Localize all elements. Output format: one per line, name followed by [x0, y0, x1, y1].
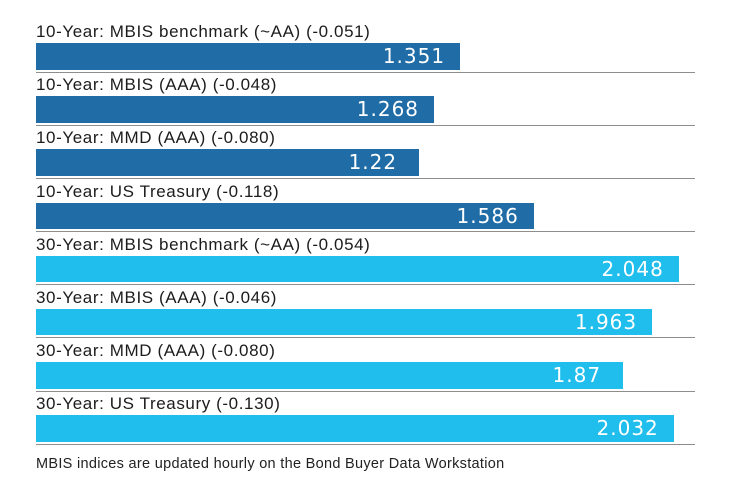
row-separator	[36, 124, 695, 126]
bar-row: 30-Year: MMD (AAA) (-0.080) 1.87	[36, 340, 695, 393]
bar-category-label: 10-Year: MMD (AAA) (-0.080)	[36, 128, 276, 148]
bar-track: 1.87	[36, 362, 695, 389]
bar-value-label: 1.351	[382, 44, 446, 68]
bar-track: 1.586	[36, 202, 695, 230]
row-separator	[36, 177, 695, 179]
bar: 1.586	[36, 202, 534, 230]
row-separator	[36, 284, 695, 286]
bar-chart: 10-Year: MBIS benchmark (~AA) (-0.051) 1.…	[36, 0, 695, 447]
bar-value-label: 2.048	[601, 256, 664, 281]
row-separator	[36, 231, 695, 233]
bar-row: 30-Year: MBIS benchmark (~AA) (-0.054) 2.…	[36, 234, 695, 287]
bar-category-label: 30-Year: MBIS benchmark (~AA) (-0.054)	[36, 234, 371, 254]
bar-category-label: 30-Year: MMD (AAA) (-0.080)	[36, 341, 276, 361]
row-separator	[36, 337, 695, 339]
bar-track: 1.268	[36, 96, 695, 123]
bar-row: 30-Year: US Treasury (-0.130) 2.032	[36, 393, 695, 446]
bar: 1.22	[36, 149, 419, 176]
bar-value-label: 1.22	[348, 150, 398, 175]
bar: 2.048	[36, 255, 679, 283]
row-separator	[36, 390, 695, 392]
bar-track: 1.351	[36, 43, 695, 70]
bar-value-label: 1.87	[552, 363, 602, 388]
bar-track: 1.963	[36, 308, 695, 336]
bar-category-label: 30-Year: US Treasury (-0.130)	[36, 394, 281, 414]
row-separator	[36, 71, 695, 73]
bar-category-label: 10-Year: US Treasury (-0.118)	[36, 181, 280, 201]
bar-category-label: 30-Year: MBIS (AAA) (-0.046)	[36, 287, 278, 307]
bar-row: 10-Year: US Treasury (-0.118) 1.586	[36, 181, 695, 234]
bar: 1.351	[36, 43, 460, 70]
bar-row: 30-Year: MBIS (AAA) (-0.046) 1.963	[36, 287, 695, 340]
bar-value-label: 1.268	[356, 97, 420, 122]
bar-category-label: 10-Year: MBIS (AAA) (-0.048)	[36, 75, 278, 95]
bar-value-label: 2.032	[596, 416, 659, 441]
bar-value-label: 1.586	[456, 203, 519, 228]
bar-row: 10-Year: MMD (AAA) (-0.080) 1.22	[36, 127, 695, 180]
bar: 1.963	[36, 308, 652, 336]
bar: 1.268	[36, 96, 434, 123]
bar-category-label: 10-Year: MBIS benchmark (~AA) (-0.051)	[36, 22, 371, 41]
bar-row: 10-Year: MBIS (AAA) (-0.048) 1.268	[36, 74, 695, 127]
bar-row: 10-Year: MBIS benchmark (~AA) (-0.051) 1.…	[36, 21, 695, 74]
bar: 2.032	[36, 415, 674, 442]
bar: 1.87	[36, 362, 623, 389]
bar-track: 1.22	[36, 149, 695, 176]
bar-value-label: 1.963	[574, 309, 638, 334]
chart-footnote: MBIS indices are updated hourly on the B…	[36, 455, 505, 472]
bar-track: 2.048	[36, 255, 695, 283]
row-separator	[36, 443, 695, 445]
bar-track: 2.032	[36, 415, 695, 442]
